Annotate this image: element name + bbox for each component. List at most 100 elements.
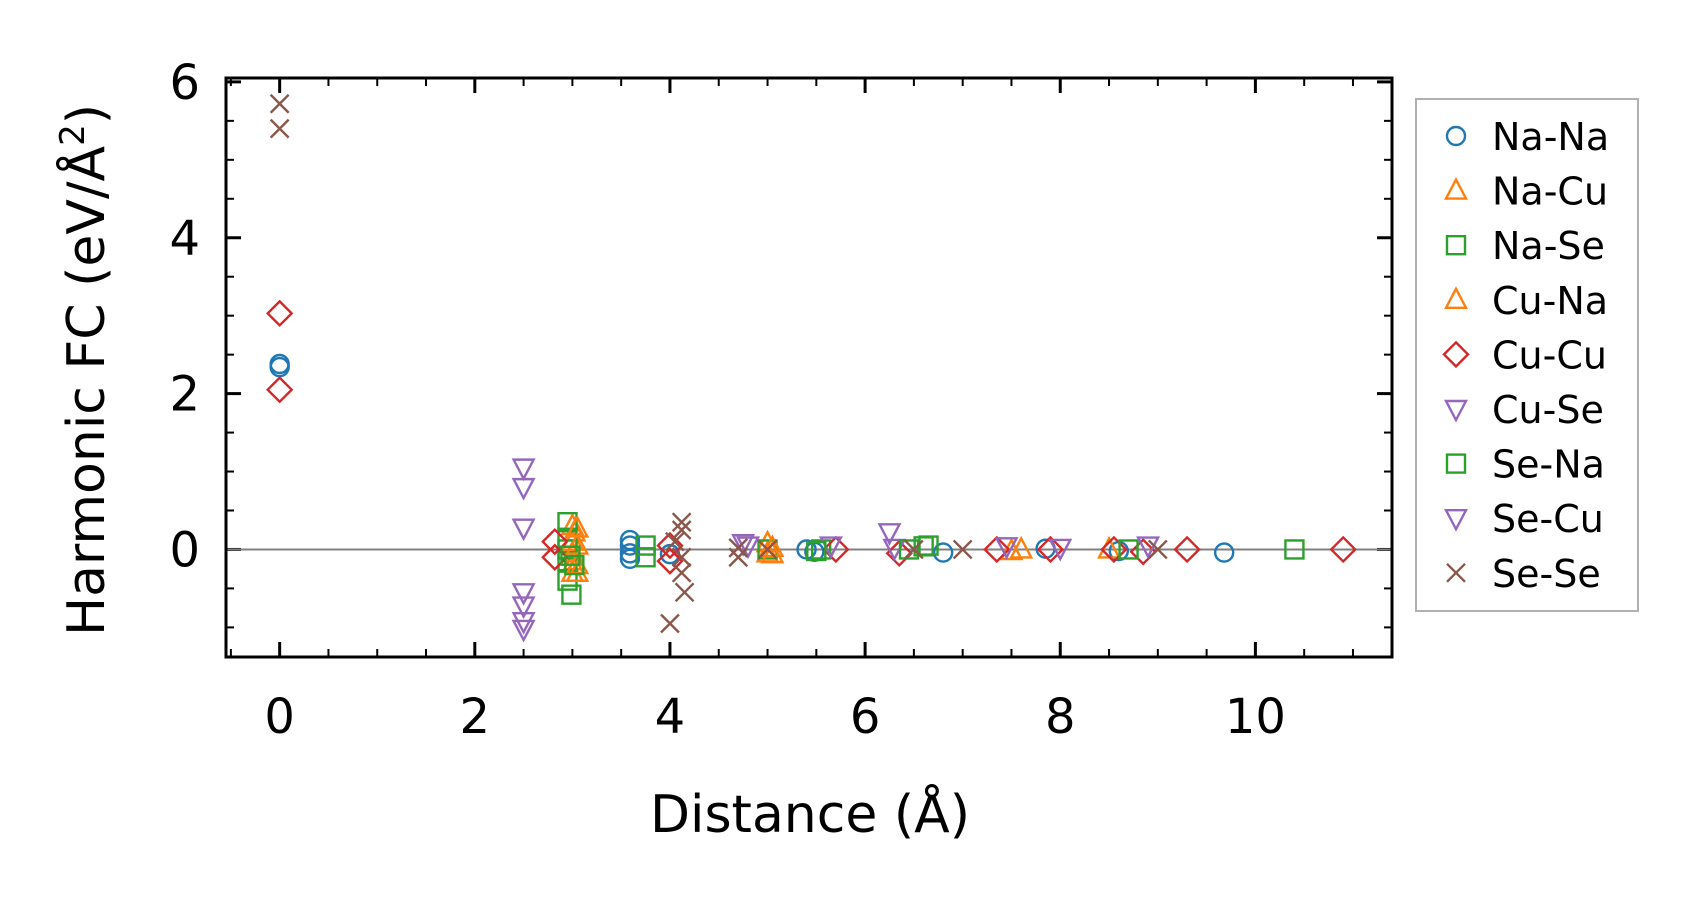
data-point-cu-cu <box>541 543 569 571</box>
data-point-na-na <box>619 548 641 570</box>
data-point-se-na <box>1118 539 1139 560</box>
data-point-cu-cu <box>1036 535 1065 564</box>
data-point-se-se <box>671 512 692 533</box>
legend-label: Cu-Se <box>1492 388 1604 432</box>
data-point-cu-na <box>760 540 785 564</box>
data-point-cu-cu <box>265 376 294 404</box>
plot-background <box>226 78 1392 657</box>
data-point-cu-se <box>511 596 536 620</box>
plot-area <box>226 78 1392 657</box>
data-point-cu-cu <box>656 531 684 560</box>
tick-labels: 0 2 4 6 8 10 0 2 4 6 <box>169 55 1285 745</box>
x-tick-label: 4 <box>655 689 686 745</box>
y-tick-label: 6 <box>169 55 200 111</box>
data-point-cu-cu <box>822 535 850 564</box>
data-point-se-se <box>269 118 290 139</box>
series-se-cu <box>736 536 1161 562</box>
legend-entry: Na-Na <box>1445 115 1609 159</box>
legend-entry: Se-Se <box>1446 552 1601 596</box>
data-point-cu-se <box>511 518 536 542</box>
series-cu-se <box>511 458 907 643</box>
data-point-cu-se <box>511 611 536 635</box>
data-point-se-na <box>564 554 585 576</box>
legend-label: Cu-Na <box>1492 279 1608 323</box>
data-point-cu-se <box>731 534 756 557</box>
data-point-se-se <box>664 531 685 552</box>
y-axis-label: Harmonic FC (eV/Å2) <box>53 104 117 636</box>
data-point-na-se <box>557 511 578 533</box>
series-se-se <box>269 93 1168 634</box>
legend-marker <box>1445 453 1467 474</box>
data-point-cu-cu <box>656 547 684 575</box>
legend-marker <box>1444 509 1468 532</box>
series-se-na <box>560 535 1139 576</box>
y-axis-label-main: Harmonic FC (eV/Å <box>55 145 117 636</box>
legend-label: Se-Na <box>1492 443 1605 487</box>
legend-label: Na-Cu <box>1492 170 1608 214</box>
legend-marker <box>1445 234 1467 256</box>
legend-label: Na-Se <box>1492 224 1605 268</box>
data-point-se-se <box>671 562 692 583</box>
data-point-cu-na <box>999 537 1024 561</box>
y-tick-label: 0 <box>169 522 200 578</box>
data-point-se-se <box>671 520 692 540</box>
data-point-na-se <box>1284 539 1305 560</box>
legend-entry: Na-Se <box>1445 224 1605 268</box>
y-axis-label-close: ) <box>57 104 117 124</box>
data-point-cu-cu <box>1129 538 1157 566</box>
legend-marker <box>1444 177 1468 200</box>
x-tick-label: 6 <box>850 689 881 745</box>
data-point-cu-se <box>511 619 536 643</box>
data-point-cu-se <box>511 477 536 501</box>
data-point-se-cu <box>736 536 761 560</box>
legend-entry: Cu-Se <box>1444 388 1604 432</box>
data-point-cu-se <box>877 523 902 546</box>
data-point-se-se <box>757 539 778 560</box>
axes-border <box>224 76 1394 659</box>
data-point-se-cu <box>994 537 1019 560</box>
data-point-cu-cu <box>885 539 913 568</box>
data-point-cu-cu <box>541 527 569 556</box>
data-point-se-na <box>806 540 827 562</box>
legend-label: Cu-Cu <box>1492 333 1607 377</box>
legend-entry: Na-Cu <box>1444 170 1608 214</box>
series-cu-cu <box>265 299 1357 575</box>
data-point-se-cu <box>1048 538 1073 562</box>
x-tick-label: 8 <box>1045 689 1076 745</box>
x-tick-label: 0 <box>264 689 295 745</box>
data-point-se-na <box>918 535 939 556</box>
data-point-se-cu <box>1136 536 1161 560</box>
data-point-na-na <box>619 535 641 556</box>
data-point-se-se <box>728 538 749 558</box>
legend-marker <box>1442 340 1470 369</box>
legend-entry: Se-Na <box>1445 443 1605 487</box>
data-point-se-se <box>674 582 695 603</box>
data-points <box>265 93 1357 643</box>
data-point-se-se <box>904 539 924 560</box>
x-tick-label: 10 <box>1225 689 1286 745</box>
data-point-na-se <box>635 547 656 568</box>
data-point-se-na <box>898 539 920 560</box>
axes-frame <box>224 76 1394 659</box>
y-axis-label-superscript: 2 <box>53 124 93 146</box>
data-point-se-se <box>660 613 680 634</box>
data-point-cu-cu <box>1173 535 1201 564</box>
y-tick-label: 2 <box>169 367 200 423</box>
legend-marker <box>1446 562 1466 583</box>
data-point-cu-cu <box>1329 535 1357 564</box>
legend-label: Se-Se <box>1492 552 1601 596</box>
x-axis-label: Distance (Å) <box>650 783 970 845</box>
legend-marker <box>1444 286 1468 309</box>
data-point-se-se <box>269 93 290 114</box>
legend-label: Na-Na <box>1492 115 1609 159</box>
data-point-na-na <box>932 542 954 563</box>
legend: Na-Na Na-Cu Na-Se Cu-Na Cu-Cu Cu-Se Se-Na Se-Cu… <box>1415 98 1639 612</box>
legend-entry: Cu-Na <box>1444 279 1608 323</box>
legend-label: Se-Cu <box>1492 497 1604 541</box>
data-point-se-se <box>728 547 749 568</box>
data-point-cu-se <box>511 583 536 606</box>
data-point-cu-cu <box>983 535 1011 564</box>
data-point-cu-cu <box>265 299 294 328</box>
data-point-se-se <box>671 547 692 568</box>
